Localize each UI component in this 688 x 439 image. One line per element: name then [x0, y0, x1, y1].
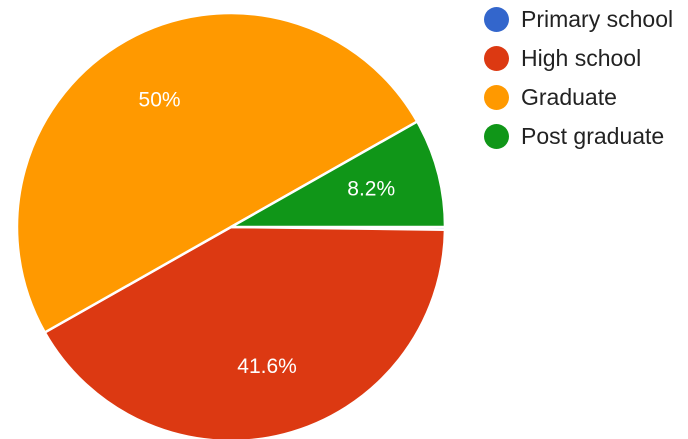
legend-label: High school — [521, 45, 642, 71]
data-label-high-school: 41.6% — [237, 355, 297, 378]
legend-item-post-graduate: Post graduate — [484, 123, 673, 150]
legend-item-high-school: High school — [484, 45, 673, 72]
pie-slice-post-graduate — [229, 120, 447, 229]
legend-swatch — [484, 124, 509, 149]
data-label-post-graduate: 8.2% — [347, 178, 395, 201]
legend-label: Graduate — [521, 84, 617, 110]
legend-label: Post graduate — [521, 123, 665, 149]
legend-swatch — [484, 7, 509, 32]
pie-slice-graduate — [15, 11, 419, 334]
legend-swatch — [484, 46, 509, 71]
pie-slice-high-school — [43, 225, 447, 439]
legend-swatch — [484, 85, 509, 110]
legend-item-graduate: Graduate — [484, 84, 673, 111]
data-label-graduate: 50% — [139, 88, 181, 111]
pie-chart-svg: 41.6% 50% 8.2% — [15, 11, 447, 439]
legend: Primary school High school Graduate Post gr… — [484, 6, 673, 162]
legend-item-primary-school: Primary school — [484, 6, 673, 33]
legend-label: Primary school — [521, 6, 674, 32]
